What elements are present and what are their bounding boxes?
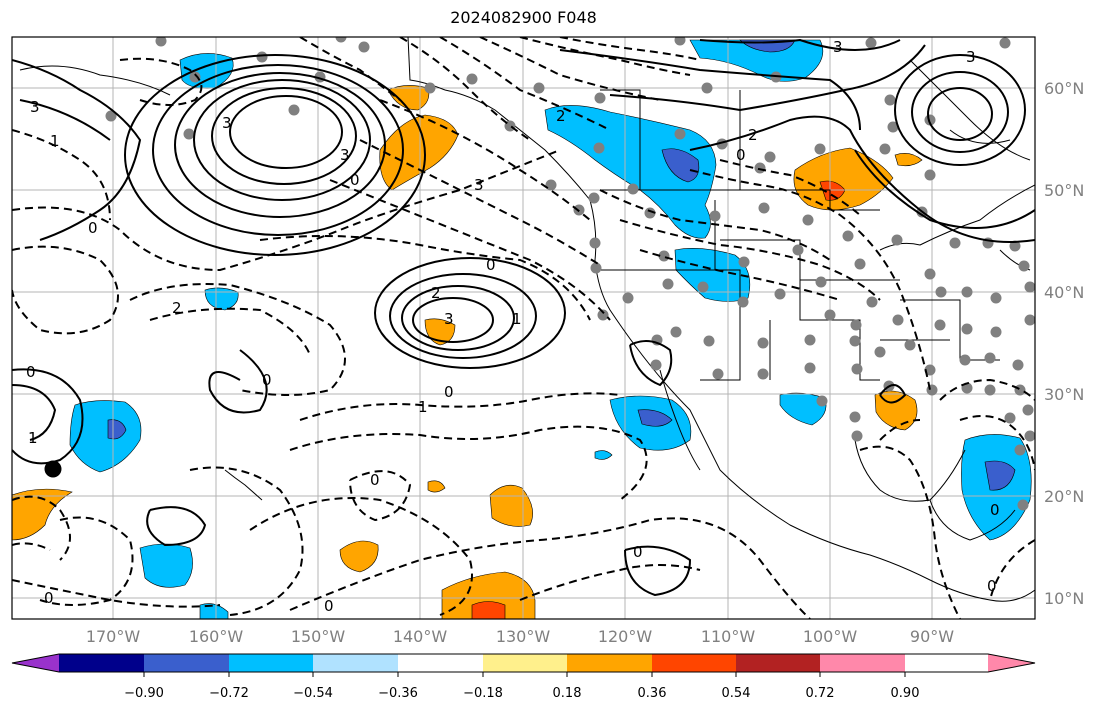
longitude-label: 90°W [910, 627, 954, 646]
contour-label: 0 [486, 256, 496, 274]
dashed-contours [12, 37, 1035, 619]
colorbar-segment [652, 654, 736, 672]
contour-label: 3 [340, 146, 350, 164]
colorbar-tick-label: −0.36 [378, 686, 418, 701]
colorbar-segment [59, 654, 144, 672]
coastlines [19, 37, 1035, 602]
longitude-label: 130°W [496, 627, 551, 646]
contour-label: 3 [222, 114, 232, 132]
colorbar-segment [736, 654, 820, 672]
colorbar-tick-label: 0.90 [891, 686, 920, 701]
colorbar-min-extension [12, 654, 59, 672]
latitude-label: 50°N [1044, 181, 1084, 200]
contour-label: 1 [50, 132, 60, 150]
contour-label: 0 [44, 589, 54, 607]
colorbar-segment [229, 654, 313, 672]
colorbar-segment [483, 654, 567, 672]
contour-labels: 1 3 3 0 2 3 0 0 2 3 1 0 0 0 0 2 3 2 0 3 … [26, 38, 1000, 615]
contour-label: 0 [736, 146, 746, 164]
colorbar-outline [11, 653, 1036, 673]
contour-label: 1 [418, 398, 428, 416]
longitude-label: 120°W [598, 627, 653, 646]
colorbar: −0.90 −0.72 −0.54 −0.36 −0.18 0.18 0.36 … [11, 653, 1036, 701]
contour-label: 0 [990, 501, 1000, 519]
latitude-label: 20°N [1044, 487, 1084, 506]
colorbar-max-extension [988, 654, 1035, 672]
contour-label: 0 [444, 383, 454, 401]
contour-label: 0 [987, 577, 997, 595]
contour-label: 2 [748, 126, 758, 144]
contour-label: 0 [262, 371, 272, 389]
colorbar-segment [820, 654, 905, 672]
longitude-labels: 170°W 160°W 150°W 140°W 130°W 120°W 110°… [86, 627, 954, 646]
contour-label: 2 [431, 284, 441, 302]
latitude-label: 10°N [1044, 589, 1084, 608]
contour-label: 3 [966, 48, 976, 66]
colorbar-tick-label: −0.54 [293, 686, 333, 701]
longitude-label: 160°W [189, 627, 244, 646]
gridlines [12, 37, 1035, 619]
contour-label: 0 [633, 543, 643, 561]
colorbar-tick-label: −0.90 [124, 686, 164, 701]
colorbar-tick-label: −0.18 [463, 686, 503, 701]
contour-label: 3 [444, 310, 454, 328]
colorbar-tick-label: −0.72 [209, 686, 249, 701]
colorbar-tick-label: 0.18 [553, 686, 582, 701]
contour-label: 1 [512, 310, 522, 328]
colorbar-tick-label: 0.72 [806, 686, 835, 701]
colorbar-tick-label: 0.36 [638, 686, 667, 701]
contour-label: 3 [474, 176, 484, 194]
contour-label: 0 [26, 363, 36, 381]
map-title: 2024082900 F048 [450, 8, 597, 27]
colorbar-segment [398, 654, 483, 672]
contour-label: 0 [350, 171, 360, 189]
contour-label: 0 [324, 597, 334, 615]
contour-label: 1 [28, 429, 38, 447]
positive-shading [12, 85, 923, 619]
longitude-label: 100°W [803, 627, 858, 646]
contour-label: 2 [556, 107, 566, 125]
colorbar-segment [567, 654, 652, 672]
colorbar-tick-label: 0.54 [722, 686, 751, 701]
colorbar-segment [313, 654, 398, 672]
map-frame [11, 36, 1036, 620]
contour-label: 0 [370, 471, 380, 489]
negative-shading [69, 39, 1032, 619]
longitude-label: 170°W [86, 627, 141, 646]
solid-contours [12, 38, 1035, 597]
longitude-label: 140°W [393, 627, 448, 646]
latitude-label: 60°N [1044, 79, 1084, 98]
colorbar-segment [144, 654, 229, 672]
contour-label: 3 [833, 38, 843, 56]
latitude-label: 40°N [1044, 283, 1084, 302]
current-location-marker [44, 460, 62, 478]
contour-label: 3 [30, 98, 40, 116]
longitude-label: 150°W [291, 627, 346, 646]
colorbar-ticks [143, 672, 906, 677]
latitude-labels: 60°N 50°N 40°N 30°N 20°N 10°N [1044, 79, 1084, 608]
contour-label: 2 [172, 299, 182, 317]
latitude-label: 30°N [1044, 385, 1084, 404]
contour-label: 0 [88, 219, 98, 237]
longitude-label: 110°W [701, 627, 756, 646]
